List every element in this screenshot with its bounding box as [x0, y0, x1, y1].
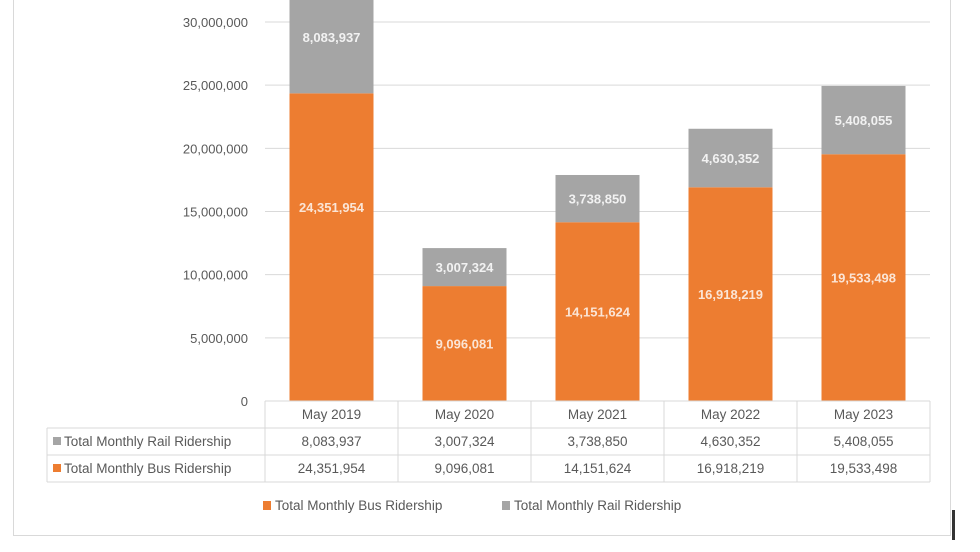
- y-tick-label: 15,000,000: [183, 205, 248, 220]
- legend-key-swatch: [53, 464, 61, 472]
- data-label-bus: 19,533,498: [831, 271, 896, 286]
- table-cell: 16,918,219: [697, 461, 765, 476]
- bar-bus: [555, 222, 640, 401]
- data-label-rail: 3,007,324: [436, 260, 495, 275]
- table-cell: 5,408,055: [833, 434, 893, 449]
- bar-bus: [289, 93, 374, 402]
- table-row-label: Total Monthly Rail Ridership: [64, 434, 231, 449]
- table-cell: 24,351,954: [298, 461, 366, 476]
- data-label-bus: 16,918,219: [698, 287, 763, 302]
- legend-swatch: [263, 501, 271, 510]
- data-label-rail: 4,630,352: [702, 151, 760, 166]
- gridlines: [265, 21, 930, 339]
- table-cell: 14,151,624: [564, 461, 632, 476]
- category-label: May 2022: [701, 407, 760, 422]
- y-tick-label: 20,000,000: [183, 141, 248, 156]
- data-label-rail: 8,083,937: [303, 30, 361, 45]
- chart-frame: [13, 0, 951, 536]
- y-tick-label: 0: [241, 394, 248, 409]
- table-cell: 8,083,937: [301, 434, 361, 449]
- legend-key-swatch: [53, 437, 61, 445]
- y-tick-label: 5,000,000: [190, 331, 248, 346]
- legend-label: Total Monthly Bus Ridership: [275, 498, 442, 513]
- data-label-bus: 14,151,624: [565, 305, 631, 320]
- table-cell: 3,007,324: [434, 434, 495, 449]
- table-cell: 4,630,352: [700, 434, 760, 449]
- legend: Total Monthly Bus Ridership Total Monthly…: [263, 498, 681, 513]
- data-label-bus: 9,096,081: [436, 337, 494, 352]
- bar-rail: [555, 174, 640, 223]
- category-label: May 2020: [435, 407, 494, 422]
- y-tick-label: 30,000,000: [183, 15, 248, 30]
- category-label: May 2019: [302, 407, 361, 422]
- legend-swatch: [502, 501, 510, 510]
- table-cell: 3,738,850: [567, 434, 627, 449]
- table-cell: 9,096,081: [434, 461, 494, 476]
- data-label-rail: 5,408,055: [835, 113, 893, 128]
- data-label-bus: 24,351,954: [299, 200, 365, 215]
- bar-bus: [422, 286, 507, 401]
- text-cursor: [952, 510, 955, 540]
- bar-rail: [821, 85, 906, 155]
- y-axis: 0 5,000,000 10,000,000 15,000,000 20,000,000…: [183, 15, 248, 409]
- category-label: May 2023: [834, 407, 893, 422]
- legend-label: Total Monthly Rail Ridership: [514, 498, 681, 513]
- category-label: May 2021: [568, 407, 627, 422]
- data-label-rail: 3,738,850: [569, 192, 627, 207]
- y-tick-label: 10,000,000: [183, 268, 248, 283]
- bars: 24,351,954 8,083,937 9,096,081 3,007,324 14,…: [289, 0, 906, 402]
- bar-bus: [688, 187, 773, 401]
- bar-bus: [821, 154, 906, 401]
- y-tick-label: 25,000,000: [183, 78, 248, 93]
- bar-rail: [422, 248, 507, 287]
- bar-rail: [688, 128, 773, 188]
- table-row-label: Total Monthly Bus Ridership: [64, 461, 231, 476]
- bar-rail: [289, 0, 374, 94]
- data-table: May 2019 May 2020 May 2021 May 2022 May 2023…: [46, 400, 931, 483]
- table-cell: 19,533,498: [830, 461, 898, 476]
